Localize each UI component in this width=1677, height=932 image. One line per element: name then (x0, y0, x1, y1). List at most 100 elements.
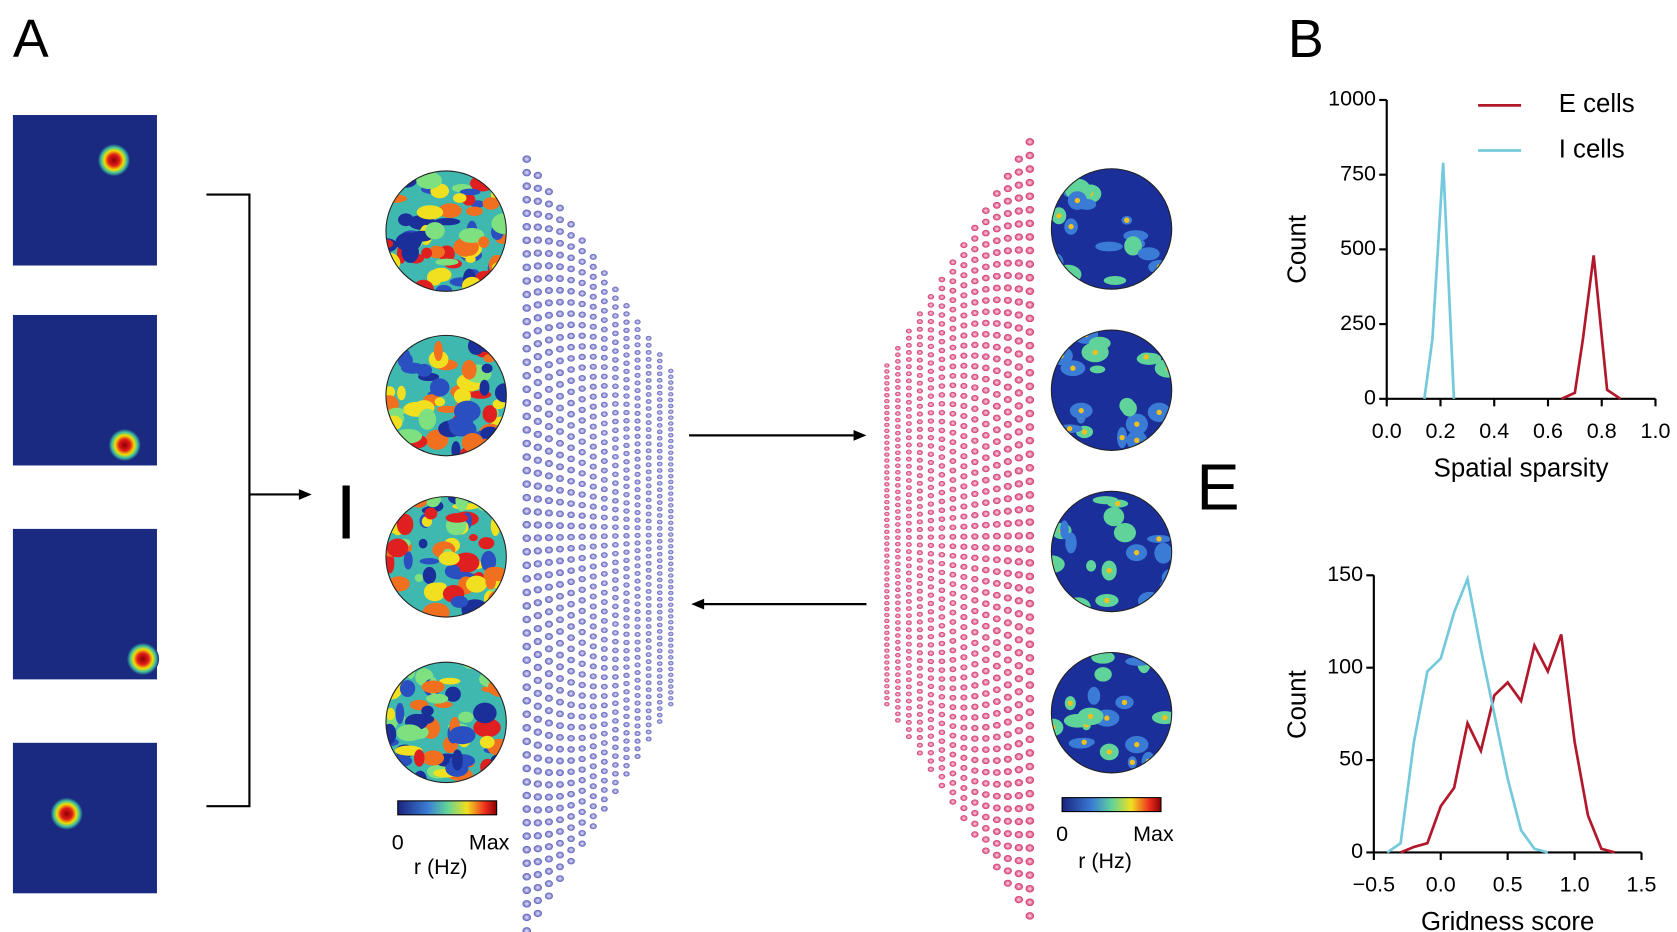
neuron (884, 660, 889, 664)
neuron (623, 648, 629, 653)
neuron (982, 567, 990, 574)
neuron (534, 690, 542, 697)
neuron (949, 610, 956, 616)
neuron (657, 365, 663, 370)
neuron (1015, 363, 1023, 370)
neuron (993, 308, 1001, 315)
neuron (1026, 641, 1035, 649)
neuron (635, 365, 641, 370)
neuron (545, 794, 553, 801)
neuron (939, 286, 946, 292)
neuron (668, 451, 673, 455)
neuron (917, 404, 923, 409)
neuron (1026, 613, 1035, 621)
neuron (567, 590, 575, 597)
neuron (884, 672, 889, 676)
neuron (928, 758, 934, 763)
neuron (612, 604, 619, 610)
neuron (623, 459, 629, 464)
rate-blob (422, 750, 444, 765)
neuron (534, 172, 542, 179)
neuron (895, 353, 901, 358)
neuron (960, 383, 967, 389)
neuron (1004, 595, 1012, 602)
neuron (928, 609, 934, 614)
rate-blob (1104, 276, 1127, 285)
neuron (601, 656, 608, 662)
neuron (578, 322, 585, 328)
neuron (612, 384, 619, 390)
neuron (949, 553, 956, 559)
neuron (578, 343, 585, 349)
neuron (534, 521, 542, 528)
neuron (545, 250, 553, 257)
neuron (1015, 688, 1023, 695)
neuron (928, 410, 934, 415)
rate-map (377, 332, 514, 461)
neuron (960, 433, 967, 439)
neuron (1004, 818, 1012, 825)
neuron (601, 486, 608, 492)
neuron (939, 437, 946, 443)
neuron (949, 638, 956, 644)
neuron (906, 663, 912, 668)
neuron (949, 506, 956, 512)
neuron (895, 483, 901, 488)
neuron (971, 310, 978, 316)
neuron (1004, 334, 1012, 341)
neuron (917, 311, 923, 316)
neuron (612, 542, 619, 548)
neuron (623, 500, 629, 505)
neuron (545, 658, 553, 665)
neuron (567, 355, 575, 362)
neuron (578, 639, 585, 645)
neuron (1015, 701, 1023, 708)
neuron (1026, 206, 1035, 214)
neuron (1004, 855, 1012, 862)
neuron (545, 757, 553, 764)
neuron (895, 646, 901, 651)
neuron (895, 437, 901, 442)
neuron (982, 252, 990, 259)
neuron (646, 730, 652, 735)
neuron (612, 401, 619, 407)
neuron (567, 690, 575, 697)
neuron (567, 366, 575, 373)
neuron (971, 246, 978, 252)
neuron (1026, 179, 1035, 187)
neuron (668, 538, 673, 542)
neuron (1026, 844, 1035, 852)
neuron (928, 725, 934, 730)
neuron (668, 597, 673, 601)
neuron (623, 369, 629, 374)
rate-peak (1146, 652, 1151, 657)
neuron (623, 361, 629, 366)
neuron (601, 721, 608, 727)
neuron (578, 470, 585, 476)
neuron (939, 685, 946, 691)
rate-peak (1163, 587, 1168, 592)
neuron (668, 567, 673, 571)
neuron (982, 645, 990, 652)
neuron (601, 703, 608, 709)
neuron (1015, 675, 1023, 682)
neuron (982, 286, 990, 293)
rate-blob (473, 703, 497, 724)
neuron (939, 730, 946, 736)
x-tick-label: 0.0 (1372, 419, 1402, 443)
neuron (960, 745, 967, 751)
neuron (949, 345, 956, 351)
neuron (895, 444, 901, 449)
neuron (635, 541, 641, 546)
neuron (646, 357, 652, 362)
neuron (960, 534, 967, 540)
rate-map (1042, 646, 1177, 774)
neuron (939, 516, 946, 522)
neuron (1015, 740, 1023, 747)
input-bump (98, 144, 130, 176)
rate-blob (396, 724, 422, 741)
neuron (612, 419, 619, 425)
neuron (971, 682, 978, 688)
rate-blob (482, 364, 493, 374)
neuron (601, 552, 608, 558)
